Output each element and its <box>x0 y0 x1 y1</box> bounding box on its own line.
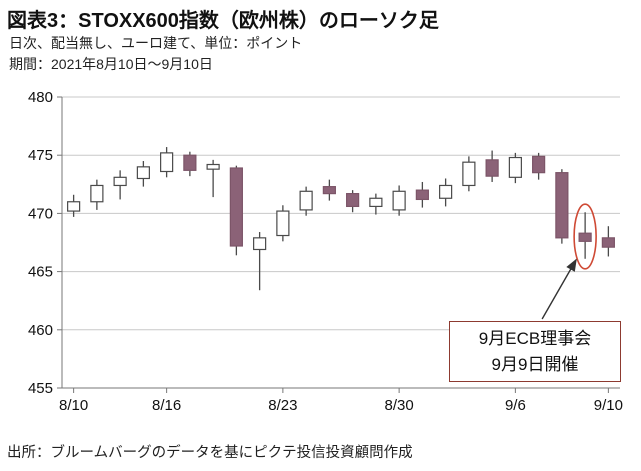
source-note: 出所：ブルームバーグのデータを基にピクテ投信投資顧問作成 <box>7 445 413 461</box>
x-tick-label: 8/30 <box>385 397 414 414</box>
y-tick-label: 470 <box>28 205 53 222</box>
chart-period: 期間：2021年8月10日～9月10日 <box>9 56 213 72</box>
candle-body <box>508 156 522 178</box>
candle-body <box>136 166 150 180</box>
annotation-box: 9月ECB理事会 9月9日開催 <box>449 321 621 382</box>
candle-body <box>555 172 569 239</box>
candle-body <box>601 237 615 248</box>
axes: 455 460 465 470 475 480 8/10 8/16 8/23 8/30 9/6 9/1… <box>28 89 623 414</box>
page-title: 図表3：STOXX600指数（欧州株）のローソク足 <box>7 10 439 32</box>
chart-overlays <box>541 203 597 320</box>
candle-body <box>392 190 406 211</box>
candle-body <box>183 154 197 171</box>
annotation-line2: 9月9日開催 <box>491 354 579 374</box>
candle-body <box>462 161 476 187</box>
candle-body <box>322 186 336 195</box>
candles <box>67 147 615 291</box>
y-tick-label: 475 <box>28 147 53 164</box>
candle-body <box>113 176 127 187</box>
chart-subtitle: 日次、配当無し、ユーロ建て、単位：ポイント <box>9 35 303 51</box>
candle-body <box>253 237 267 251</box>
candle-body <box>346 193 360 208</box>
candle-body <box>485 159 499 177</box>
x-tick-label: 8/10 <box>59 397 88 414</box>
candle-body <box>439 184 453 199</box>
annotation-arrow <box>541 258 577 320</box>
candle-body <box>229 167 243 247</box>
candle-body <box>578 232 592 242</box>
candle-body <box>532 155 546 174</box>
candle-body <box>276 210 290 237</box>
y-tick-label: 480 <box>28 89 53 106</box>
x-tick-label: 9/6 <box>505 397 526 414</box>
candle-body <box>206 163 220 170</box>
annotation-line1: 9月ECB理事会 <box>478 329 592 348</box>
candle-body <box>369 197 383 208</box>
x-tick-label: 8/16 <box>152 397 181 414</box>
candle-body <box>67 201 81 212</box>
y-tick-label: 455 <box>28 380 53 397</box>
x-tick-label: 8/23 <box>268 397 297 414</box>
candle-body <box>299 190 313 211</box>
x-tick-label: 9/10 <box>594 397 623 414</box>
y-tick-label: 460 <box>28 322 53 339</box>
candle-body <box>90 184 104 203</box>
candle-body <box>415 189 429 201</box>
y-tick-label: 465 <box>28 264 53 281</box>
ecb-highlight-ellipse <box>573 203 597 270</box>
candle-body <box>160 152 174 173</box>
